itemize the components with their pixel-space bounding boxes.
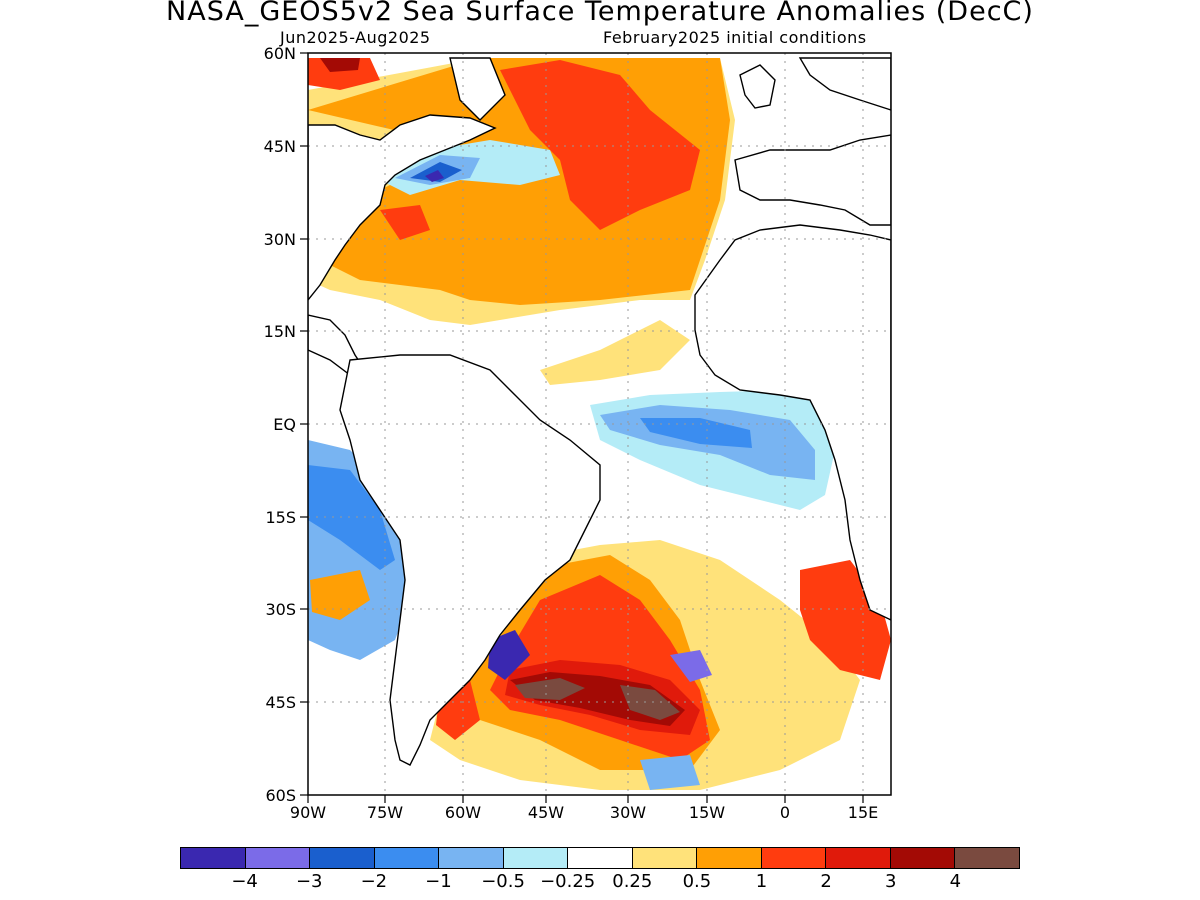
colorbar-label: 4	[949, 871, 962, 892]
lon-label-15w: 15W	[688, 803, 726, 822]
land-masses	[308, 57, 891, 766]
anomaly-region	[320, 58, 360, 72]
anomaly-region	[670, 650, 712, 682]
lat-label-45n: 45N	[263, 137, 296, 156]
map-field	[308, 53, 891, 795]
colorbar-label: 0.5	[682, 871, 712, 892]
lon-label-75w: 75W	[366, 803, 404, 822]
anomaly-region	[308, 465, 395, 570]
colorbar-label: 0.25	[612, 871, 653, 892]
colorbar-swatch	[245, 848, 311, 868]
anomaly-region	[515, 678, 585, 700]
colorbar-swatch	[310, 848, 375, 868]
colorbar-label: 2	[820, 871, 832, 892]
lat-label-45s: 45S	[265, 693, 296, 712]
anomaly-region	[640, 418, 752, 448]
lon-label-90w: 90W	[289, 803, 327, 822]
grid-lines	[308, 53, 891, 795]
colorbar-label: −0.5	[481, 871, 525, 892]
axis-ticks	[300, 52, 864, 803]
colorbar-swatch	[439, 848, 504, 868]
anomaly-region	[310, 570, 370, 620]
forecast-period: Jun2025-Aug2025	[280, 28, 431, 47]
colorbar-swatch	[632, 848, 698, 868]
lat-label-60s: 60S	[265, 786, 296, 805]
colorbar-swatch	[503, 848, 569, 868]
anomaly-region	[425, 170, 444, 182]
colorbar-swatch	[374, 848, 440, 868]
colorbar-swatch	[826, 848, 891, 868]
lat-label-15s: 15S	[265, 508, 296, 527]
lat-label-60n: 60N	[263, 44, 296, 63]
colorbar-swatch	[181, 848, 246, 868]
colorbar-label: 3	[885, 871, 897, 892]
lon-label-15e: 15E	[847, 803, 879, 822]
colorbar-label: −0.25	[540, 871, 596, 892]
lat-label-eq: EQ	[273, 415, 296, 434]
lon-label-0: 0	[779, 803, 791, 822]
lat-label-30n: 30N	[263, 230, 296, 249]
anomaly-region	[620, 685, 680, 720]
lat-label-30s: 30S	[265, 600, 296, 619]
anomaly-region	[640, 755, 700, 790]
colorbar-label: −2	[360, 871, 388, 892]
map-title: NASA_GEOS5v2 Sea Surface Temperature Ano…	[166, 0, 1034, 27]
anomaly-region	[540, 320, 690, 385]
colorbar-swatch	[568, 848, 633, 868]
colorbar-swatch	[890, 848, 956, 868]
initial-conditions: February2025 initial conditions	[603, 28, 867, 47]
lon-label-30w: 30W	[609, 803, 647, 822]
anomaly-region	[500, 60, 700, 230]
lon-label-60w: 60W	[444, 803, 482, 822]
colorbar-swatch	[761, 848, 827, 868]
colorbar-label: −4	[231, 871, 258, 892]
anomaly-region	[380, 205, 430, 240]
anomaly-region	[488, 630, 530, 680]
colorbar-swatch	[697, 848, 762, 868]
colorbar	[180, 847, 1020, 869]
lon-label-45w: 45W	[527, 803, 565, 822]
lat-label-15n: 15N	[263, 322, 296, 341]
colorbar-swatch	[955, 848, 1019, 868]
colorbar-label: −3	[295, 871, 323, 892]
colorbar-label: 1	[755, 871, 768, 892]
colorbar-label: −1	[425, 871, 452, 892]
